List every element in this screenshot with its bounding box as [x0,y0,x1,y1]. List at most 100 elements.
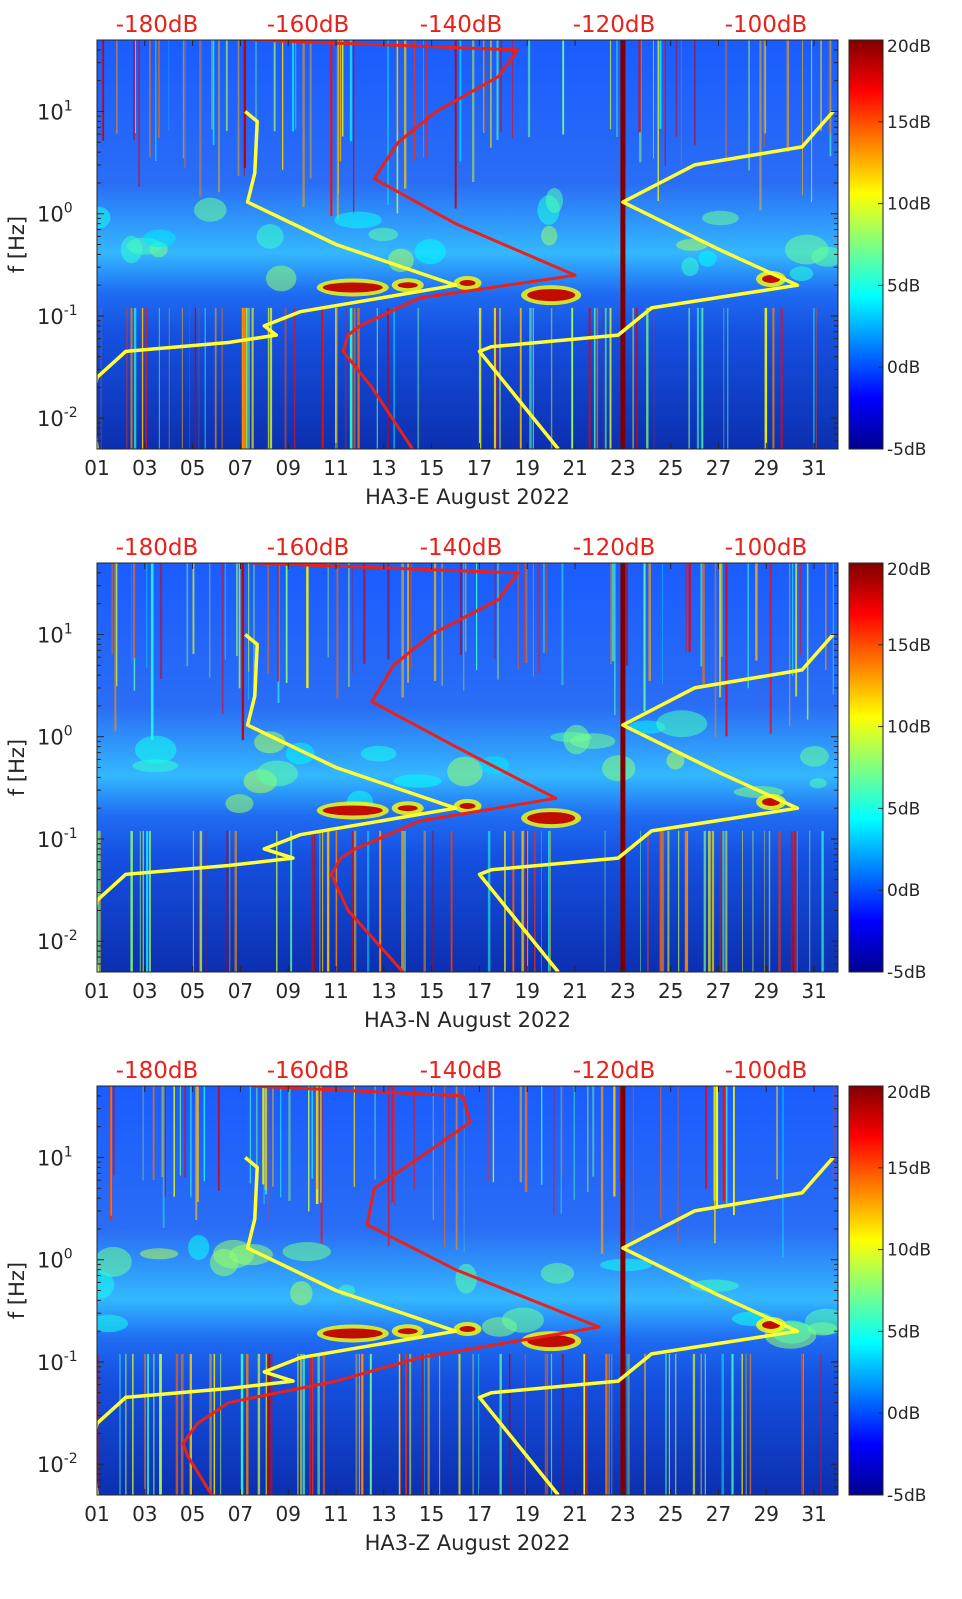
colorbar-tick-label: 20dB [887,1083,931,1103]
spectrogram-stripe [638,40,641,133]
x-tick-label: 25 [658,1502,683,1526]
spectrogram-stripe [186,563,189,667]
microseism-patch [334,211,382,229]
spectrogram-stripe [521,830,524,972]
spectrogram-stripe [596,307,599,449]
spectrogram-stripe [345,307,347,449]
spectrogram-stripe [322,830,324,972]
microseism-patch [600,1258,652,1272]
spectrogram-stripe [267,1086,269,1221]
spectrogram-stripe [532,563,534,677]
spectrogram-stripe [463,563,465,691]
spectrogram-stripe [267,563,269,674]
spectrogram-stripe [465,563,467,652]
spectrogram-stripe [454,40,457,209]
spectrogram-stripe [205,830,207,972]
x-tick-label: 05 [180,979,205,1003]
spectrogram-stripe [243,40,245,176]
spectrogram-background [97,40,838,449]
spectrogram-stripe [604,307,607,449]
x-tick-label: 03 [132,456,157,480]
spectrogram-stripe [164,1086,166,1197]
spectrogram-stripe [351,830,353,972]
spectrogram-stripe [550,307,553,449]
spectrogram-stripe [272,1086,274,1187]
spectrogram-stripe [425,40,428,158]
spectrogram-stripe [763,40,767,134]
spectrogram-stripe [229,830,231,972]
spectrogram-stripe [731,1353,734,1495]
spectrogram-panel-2: 01 03 05 07 09 11 13 15 17 19 21 23 25 27 29 31 HA3-N Au… [5,535,931,1032]
spectrogram-stripe [241,307,245,449]
yellow-high-noise-model-line [477,110,835,449]
spectrogram-stripe [778,830,781,972]
x-tick-label: 29 [754,979,779,1003]
spectrogram-stripe [550,830,551,972]
spectrogram-stripe [686,830,689,972]
top-db-tick-label: -100dB [725,12,808,38]
microseism-patch [455,1263,477,1294]
spectrogram-stripe [532,307,534,449]
spectrogram-stripe [393,1086,396,1207]
spectrogram-stripe [159,1353,162,1495]
spectrogram-stripe [130,830,133,972]
spectrogram-stripe [297,1353,299,1495]
spectrogram-stripe [349,40,353,142]
spectrogram-stripe [789,563,791,726]
spectrogram-stripe [330,40,333,216]
microseism-patch [132,759,179,773]
spectrogram-stripe [335,307,337,449]
spectrogram-stripe [355,1353,358,1495]
spectrogram-stripe [828,40,831,135]
microseism-patch [143,229,176,248]
spectrogram-stripe [354,307,356,449]
spectrogram-stripe [705,1086,707,1189]
spectrogram-stripe [588,307,591,449]
microseism-patch [563,724,590,755]
microseism-patch [290,1281,313,1306]
spectrogram-stripe [119,1353,121,1495]
spectrogram-stripe [610,563,612,665]
spectrogram-stripe [609,40,612,130]
spectrogram-stripe [361,1353,364,1495]
spectrogram-stripe [605,1353,608,1495]
spectrogram-stripe [306,563,309,689]
spectrogram-stripe [168,40,170,131]
spectrogram-stripe [162,1086,165,1228]
spectrogram-stripe [353,1086,355,1187]
colorbar [848,39,884,450]
spectrogram-stripe [561,563,564,686]
spectrogram-stripe [492,1086,495,1183]
spectrogram-panel-1: 01 03 05 07 09 11 13 15 17 19 21 23 25 27 29 31 HA3-E Au… [5,12,931,509]
spectrogram-stripe [703,830,705,972]
spectrogram-stripe [335,830,338,972]
microseism-patch [97,1314,128,1333]
x-tick-label: 09 [275,456,300,480]
spectrogram-stripe [110,1086,112,1216]
spectrogram-stripe [746,1353,747,1495]
spectrogram-stripe [527,830,529,972]
microseism-patch [804,1308,838,1335]
spectrogram-stripe [604,830,606,972]
spectrogram-stripe [799,563,802,655]
spectrogram-stripe [509,1353,511,1495]
spectrogram-stripe [664,40,666,166]
spectrogram-stripe [179,1086,181,1176]
spectrogram-stripe [423,830,426,972]
spectrogram-stripe [702,563,705,687]
spectrogram-stripe [825,563,827,670]
spectrogram-stripe [180,1353,183,1495]
spectrogram-stripe [719,563,722,698]
spectrogram-stripe [224,563,226,660]
spectrogram-stripe [512,40,513,139]
spectrogram-stripe [284,307,287,449]
spectrogram-stripe [400,1353,402,1495]
spectrogram-stripe [295,40,297,130]
spectrogram-stripe [688,563,691,653]
spectrogram-stripe [764,830,765,972]
spectrogram-stripe [610,307,612,449]
microseism-patch [368,227,399,242]
spectrogram-stripe [644,1353,646,1495]
colorbar-tick-label: -5dB [887,440,926,460]
spectrogram-stripe [708,830,711,972]
